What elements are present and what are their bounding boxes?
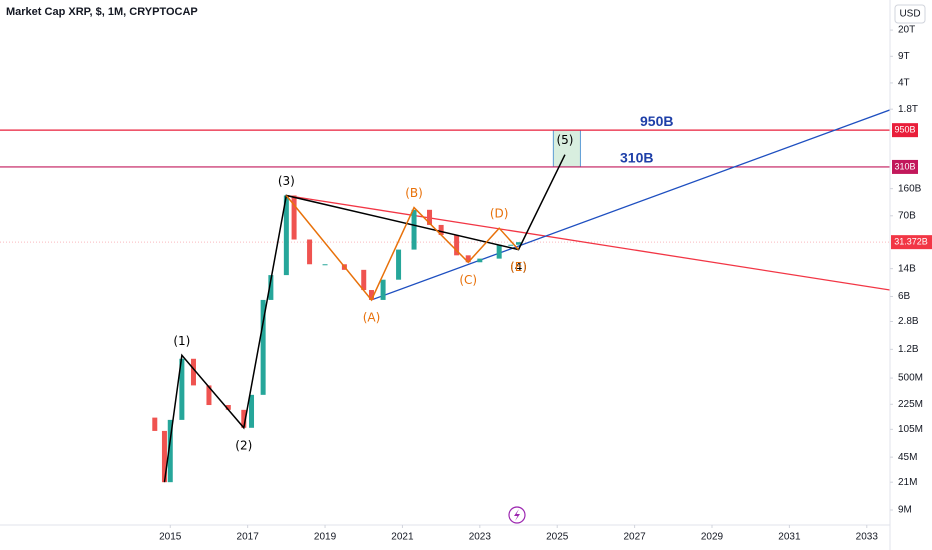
candle xyxy=(361,269,367,291)
y-tick-label: 2.8B xyxy=(898,316,919,327)
candle xyxy=(206,385,212,406)
y-tick-label: 500M xyxy=(898,373,923,384)
wave-line xyxy=(163,154,566,483)
trend-line xyxy=(286,194,891,291)
y-tick-label: 160B xyxy=(898,183,922,194)
candle xyxy=(411,209,417,250)
level-badge xyxy=(892,159,918,174)
trend-line xyxy=(371,109,891,301)
x-tick-label: 2017 xyxy=(237,532,260,543)
candle xyxy=(291,195,297,240)
wave-label: (E) xyxy=(510,260,527,274)
candle xyxy=(516,242,522,245)
wave-label: (3) xyxy=(278,174,295,188)
level-badge-label: 950B xyxy=(894,125,915,135)
candle xyxy=(508,244,514,246)
wave-label: (1) xyxy=(173,334,190,348)
x-tick-label: 2027 xyxy=(623,532,646,543)
candle xyxy=(496,244,502,259)
candle xyxy=(167,419,173,483)
candle xyxy=(241,409,247,428)
candle xyxy=(477,258,483,263)
y-tick-label: 9M xyxy=(898,505,912,516)
y-tick-label: 21M xyxy=(898,477,917,488)
wave-label: (5) xyxy=(556,133,573,147)
wave-line xyxy=(285,194,520,302)
level-note: 310B xyxy=(620,150,653,166)
y-tick-label: 105M xyxy=(898,424,923,435)
candle xyxy=(260,299,266,395)
y-tick-label: 1.2B xyxy=(898,344,919,355)
y-tick-label: 6B xyxy=(898,291,911,302)
x-tick-label: 2023 xyxy=(469,532,492,543)
currency-button[interactable] xyxy=(894,4,926,24)
wave-label: (2) xyxy=(235,438,252,452)
candle xyxy=(307,239,313,265)
candle xyxy=(225,405,231,410)
lightning-icon[interactable] xyxy=(514,509,520,521)
currency-label[interactable]: USD xyxy=(899,9,920,20)
last-price-label: 31.372B xyxy=(894,237,928,247)
x-tick-label: 2031 xyxy=(778,532,801,543)
target-box xyxy=(552,129,581,168)
level-badge-label: 310B xyxy=(894,161,915,171)
candle xyxy=(249,394,255,428)
y-tick-label: 225M xyxy=(898,399,923,410)
candle xyxy=(427,209,433,225)
y-tick-label: 4T xyxy=(898,78,910,89)
candle xyxy=(380,279,386,300)
x-tick-label: 2015 xyxy=(159,532,182,543)
candle xyxy=(368,290,374,300)
candle xyxy=(161,430,167,483)
chart-title: Market Cap XRP, $, 1M, CRYPTOCAP xyxy=(6,6,198,18)
wave-label: (A) xyxy=(363,310,381,324)
candle xyxy=(465,255,471,263)
x-tick-label: 2021 xyxy=(391,532,414,543)
candle xyxy=(283,195,289,276)
level-badge xyxy=(892,123,918,138)
x-tick-label: 2019 xyxy=(314,532,337,543)
wave-label: (C) xyxy=(459,273,477,287)
wave-label: (D) xyxy=(490,207,509,221)
last-price-badge xyxy=(891,235,932,250)
y-tick-label: 1.8T xyxy=(898,104,918,115)
x-tick-label: 2033 xyxy=(856,532,879,543)
candle xyxy=(179,358,185,420)
y-tick-label: 70B xyxy=(898,210,916,221)
x-tick-label: 2025 xyxy=(546,532,569,543)
y-tick-label: 9T xyxy=(898,51,910,62)
candle xyxy=(268,275,274,300)
wave-label: (4) xyxy=(510,260,527,274)
plot-area: 950B 310B (1) (2) (3) (4) (5) (A) (B) (C) (D) (E) xyxy=(0,109,891,483)
y-tick-label: 14B xyxy=(898,263,916,274)
candle xyxy=(396,249,402,280)
candle xyxy=(152,417,158,431)
candle xyxy=(322,264,328,266)
wave-label: (B) xyxy=(405,186,423,200)
candle xyxy=(454,235,460,256)
candle xyxy=(438,224,444,236)
candle xyxy=(190,358,196,386)
y-tick-label: 45M xyxy=(898,452,917,463)
y-tick-label: 20T xyxy=(898,25,915,36)
level-note: 950B xyxy=(640,113,673,129)
x-tick-label: 2029 xyxy=(701,532,724,543)
